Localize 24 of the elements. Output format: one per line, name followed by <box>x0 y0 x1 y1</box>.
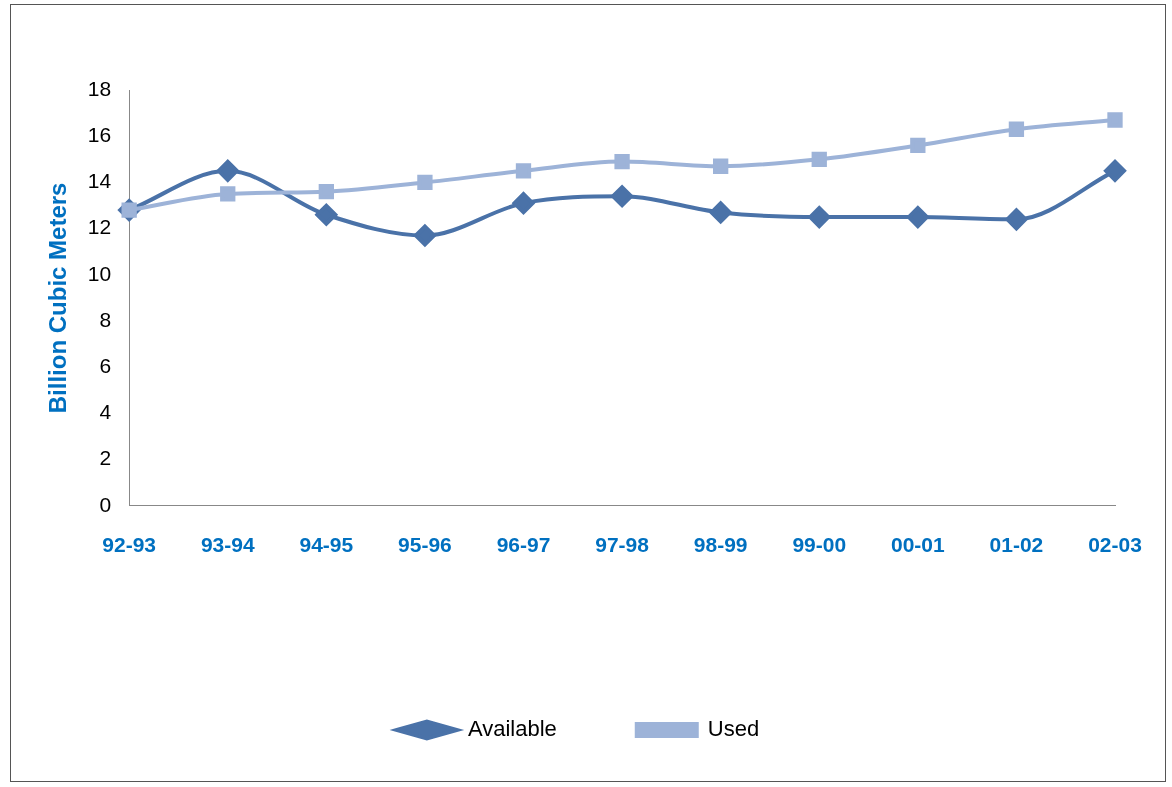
x-tick-label: 92-93 <box>102 533 157 557</box>
y-tick-label: 10 <box>87 261 112 285</box>
x-tick-label: 96-97 <box>496 533 551 557</box>
y-tick-label: 16 <box>87 123 112 146</box>
y-tick-label: 12 <box>87 215 112 239</box>
y-tick-label: 6 <box>99 354 112 377</box>
x-tick-label: 97-98 <box>595 533 650 557</box>
y-tick-label: 4 <box>99 400 112 424</box>
legend-label: Used <box>707 716 760 742</box>
x-tick-label: 93-94 <box>200 533 255 557</box>
y-tick-label: 18 <box>87 76 112 100</box>
y-tick-label: 0 <box>99 492 112 516</box>
y-tick-label: 2 <box>99 446 112 470</box>
legend-label: Available <box>467 716 557 742</box>
x-tick-label: 02-03 <box>1088 533 1142 557</box>
x-tick-label: 01-02 <box>989 533 1044 557</box>
x-tick-label: 98-99 <box>693 533 748 557</box>
x-tick-label: 94-95 <box>299 533 354 557</box>
x-tick-label: 99-00 <box>792 533 847 557</box>
x-tick-label: 95-96 <box>398 533 452 557</box>
x-tick-label: 00-01 <box>890 533 945 557</box>
y-tick-label: 14 <box>87 169 112 193</box>
y-tick-label: 8 <box>99 307 112 331</box>
y-axis-title: Billion Cubic Meters <box>44 182 72 414</box>
